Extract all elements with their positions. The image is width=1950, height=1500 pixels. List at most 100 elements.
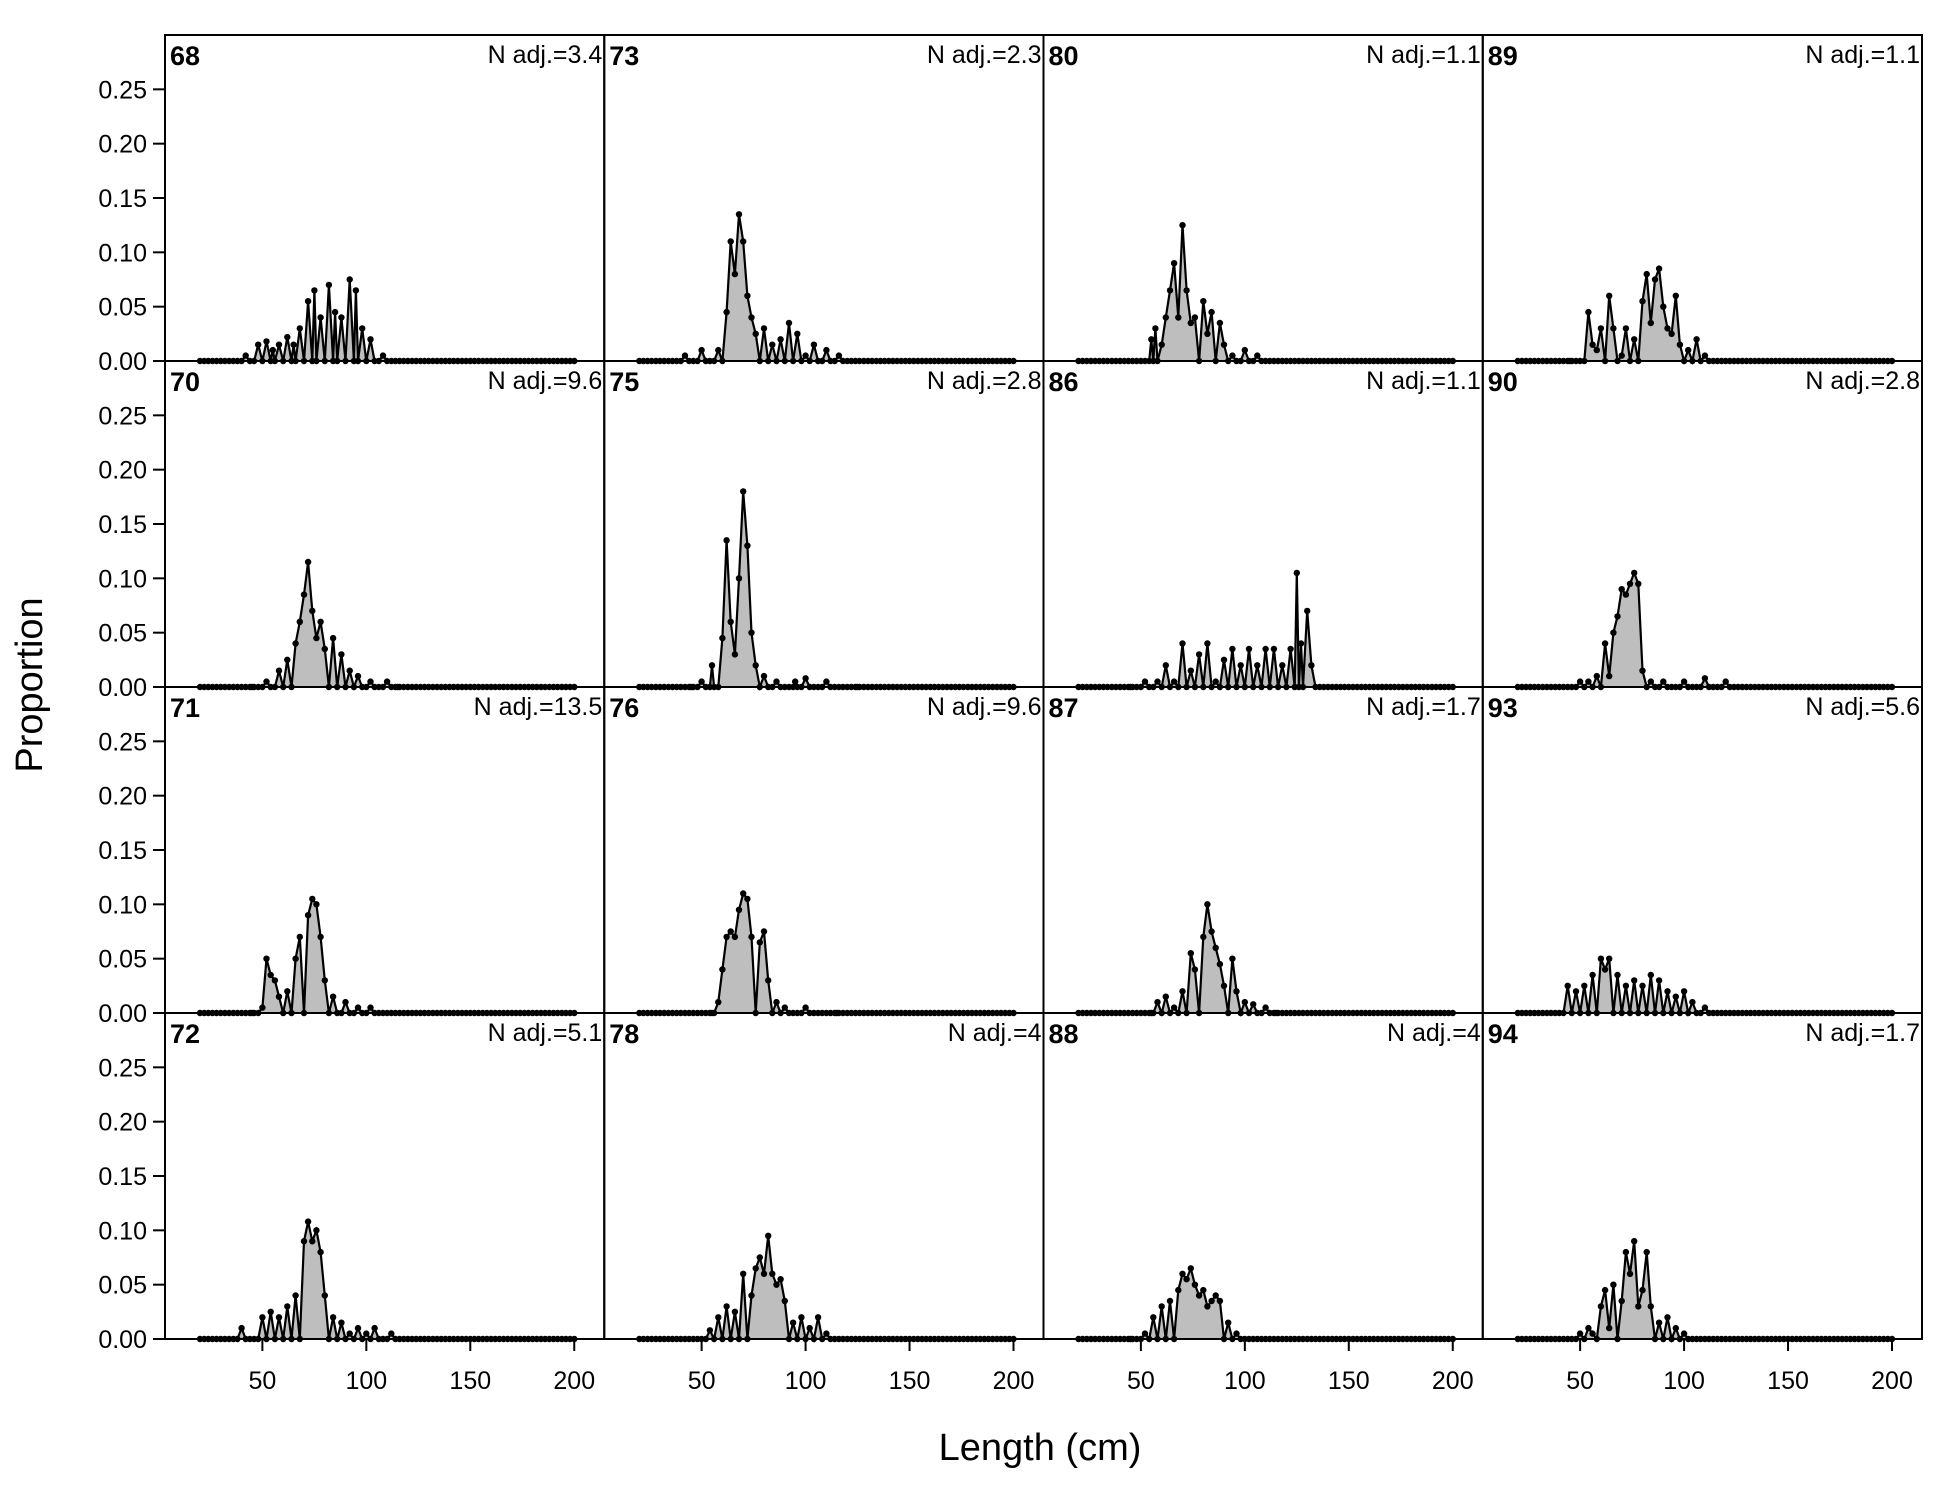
data-point [1170,1004,1178,1011]
data-point [342,998,349,1006]
panel-frame [603,1012,1045,1340]
data-point [1179,640,1186,647]
y-tick-label: 0.25 [98,728,147,756]
panel-frame [164,34,606,362]
data-point [354,672,362,680]
data-point [1297,640,1305,647]
data-point [1158,1303,1165,1310]
data-point [1187,319,1195,327]
data-point [1639,982,1646,989]
data-point [1179,988,1186,995]
data-point [1610,325,1617,332]
data-point [296,325,303,332]
panel-frame [1481,686,1923,1014]
data-point [765,977,772,984]
data-point [744,542,751,549]
data-point [388,1330,395,1337]
data-point [238,1324,245,1332]
x-tick-label: 100 [1663,1367,1705,1395]
data-point [313,1227,320,1234]
data-point [823,346,830,354]
data-point [802,1004,809,1011]
distribution-area [200,898,575,1013]
data-point [1622,1248,1630,1256]
data-point [735,906,743,913]
data-point [1279,662,1286,669]
data-point [715,346,722,354]
y-tick-label: 0.05 [98,620,147,648]
data-point [304,558,312,566]
data-point [723,537,730,544]
data-point [1166,287,1174,294]
data-point [338,1319,345,1326]
data-point [760,672,768,680]
data-point [756,939,763,946]
data-point [1162,314,1170,321]
x-tick-label: 100 [345,1367,387,1395]
data-point [292,1292,299,1299]
distribution-area [200,562,575,687]
distribution-area [639,491,1014,687]
panel-n-label: N adj.=9.6 [488,367,603,395]
data-point [1212,678,1219,685]
data-point [1614,971,1621,979]
data-point [304,1218,312,1225]
data-point [1680,678,1688,685]
panel-year-label: 72 [170,1019,200,1049]
distribution-line [639,491,1014,692]
x-tick-label: 150 [1328,1367,1370,1395]
data-point [1175,1286,1182,1294]
data-point [760,1270,768,1278]
panel-93: 93 N adj.=5.6 [1481,686,1923,1018]
data-point [1220,982,1228,989]
data-point [1610,629,1617,636]
data-point [1589,1330,1596,1337]
data-point [1606,955,1613,962]
data-point [1626,580,1634,587]
data-point [1287,645,1294,653]
data-point [731,270,739,278]
panel-year-label: 93 [1488,693,1518,723]
panel-year-label: 90 [1488,367,1518,397]
data-point [769,1270,776,1278]
x-tick-label: 150 [889,1367,931,1395]
data-point [1200,933,1207,941]
data-point [300,1238,308,1245]
data-point [748,933,755,941]
data-point [1647,971,1655,979]
data-point [723,1303,730,1310]
distribution-line [1517,268,1892,365]
data-point [321,645,328,653]
y-tick-label: 0.10 [98,1217,147,1245]
panel-n-label: N adj.=1.7 [1805,1019,1920,1047]
data-point [1680,988,1688,995]
data-point [719,966,726,973]
data-point [263,955,270,962]
data-point [681,352,689,359]
panel-frame [1042,360,1484,688]
data-point [1576,1330,1584,1337]
panel-year-label: 89 [1488,41,1518,71]
data-point [823,1330,830,1337]
y-tick-label: 0.00 [98,348,147,376]
x-tick-label: 200 [1432,1367,1474,1395]
panel-n-label: N adj.=2.8 [927,367,1042,395]
data-point [1585,678,1592,685]
data-point [1643,270,1650,278]
data-point [1631,977,1638,984]
data-point [354,1004,362,1011]
data-point [1220,656,1228,663]
data-point [263,678,270,685]
data-point [1660,678,1667,685]
data-point [1152,325,1159,332]
panel-frame [1042,34,1484,362]
data-point [740,238,747,245]
x-axis-ticks: 50 100 150 200 50 100 150 200 50 100 150 200 50 100 15… [248,1339,1913,1395]
data-point [284,656,291,663]
panel-73: 73 N adj.=2.3 [603,34,1045,365]
y-tick-label: 0.15 [98,837,147,865]
panel-90: 90 N adj.=2.8 [1481,360,1923,691]
data-point [1229,955,1236,962]
y-tick-label: 0.10 [98,565,147,593]
data-point [259,1314,266,1321]
